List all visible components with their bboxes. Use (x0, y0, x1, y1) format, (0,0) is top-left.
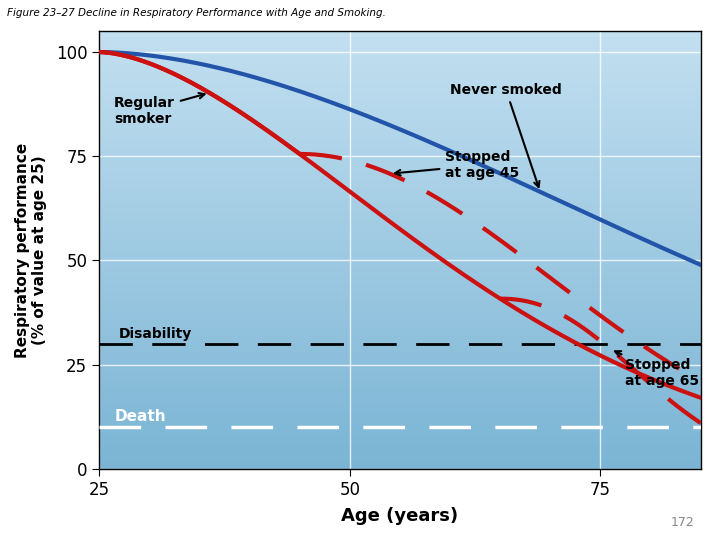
Text: Death: Death (114, 409, 166, 424)
Text: Never smoked: Never smoked (450, 83, 562, 187)
Y-axis label: Respiratory performance
(% of value at age 25): Respiratory performance (% of value at a… (15, 143, 48, 357)
X-axis label: Age (years): Age (years) (341, 507, 459, 525)
Text: Disability: Disability (120, 327, 192, 341)
Text: Stopped
at age 45: Stopped at age 45 (395, 150, 519, 180)
Text: Regular
smoker: Regular smoker (114, 93, 204, 126)
Text: Stopped
at age 65: Stopped at age 65 (615, 351, 700, 388)
Text: Figure 23–27 Decline in Respiratory Performance with Age and Smoking.: Figure 23–27 Decline in Respiratory Perf… (7, 8, 386, 18)
Text: 172: 172 (671, 516, 695, 529)
